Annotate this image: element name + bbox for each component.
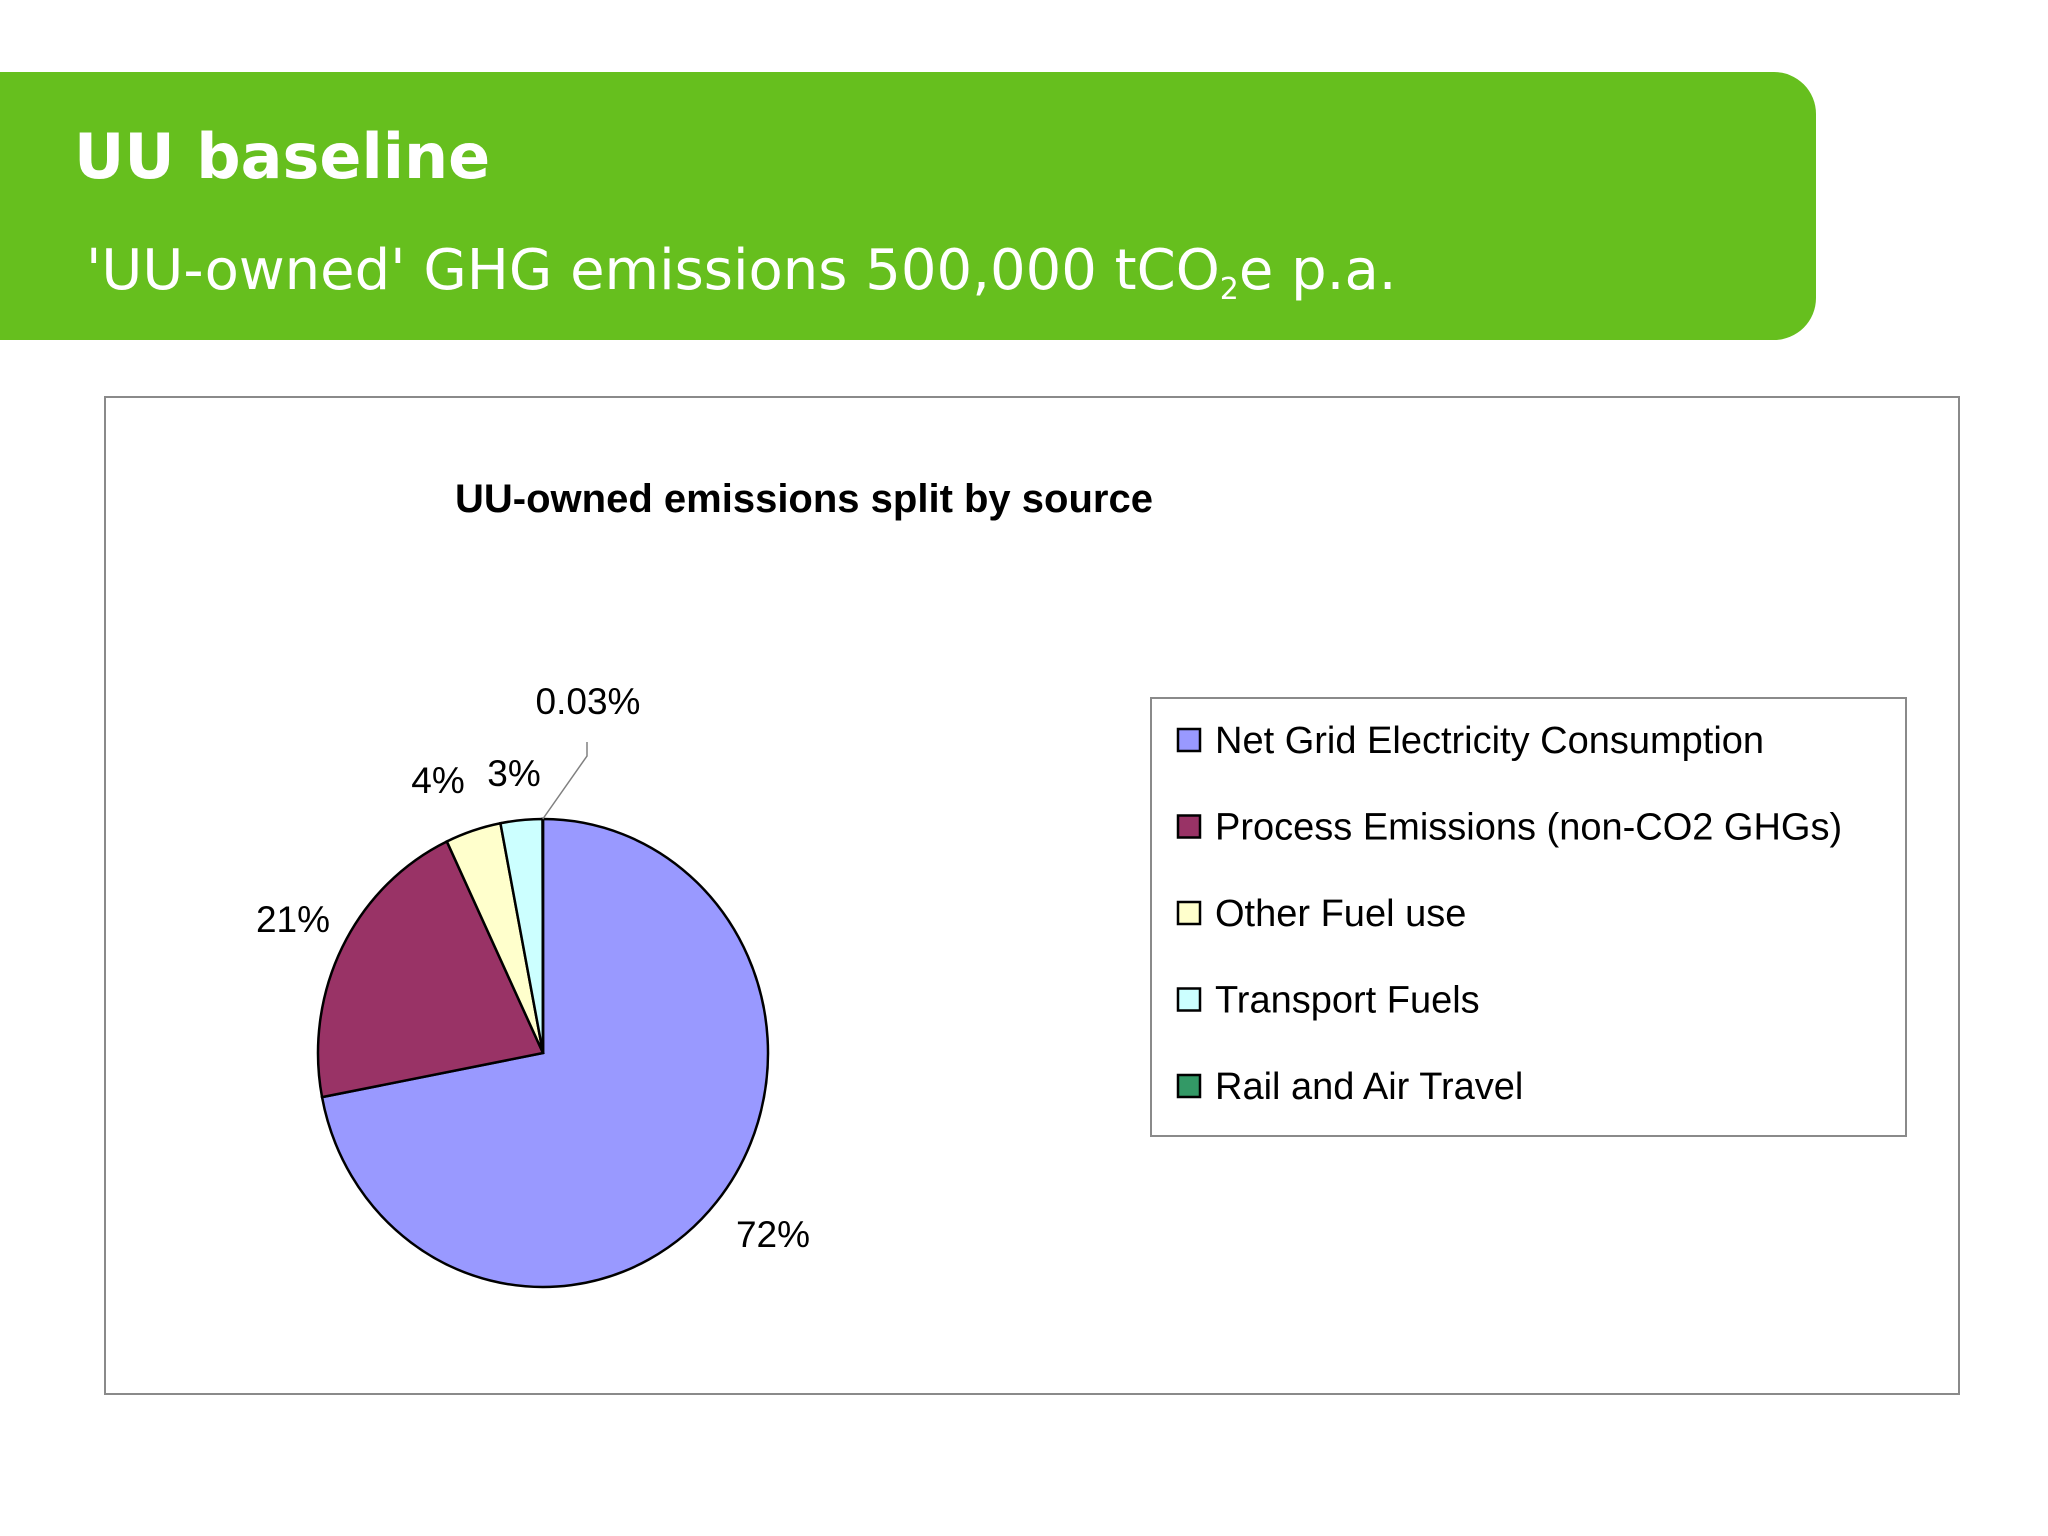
slide-subtitle: 'UU-owned' GHG emissions 500,000 tCO2e p… (86, 243, 1397, 305)
pie-slices (316, 817, 770, 1289)
subtitle-suffix: e p.a. (1238, 238, 1397, 303)
legend-swatch-5 (1176, 1073, 1202, 1099)
leader-line (542, 742, 588, 820)
leader-lines (542, 742, 588, 820)
subtitle-prefix: 'UU-owned' GHG emissions 500,000 tCO (86, 238, 1220, 303)
legend-swatch-1 (1176, 727, 1202, 753)
data-label-2: 21% (256, 899, 330, 940)
legend-box (1150, 697, 1907, 1137)
legend-label-5: Rail and Air Travel (1215, 1066, 1523, 1108)
data-label-4: 3% (487, 753, 540, 794)
legend-swatch-2 (1176, 814, 1202, 839)
legend-label-1: Net Grid Electricity Consumption (1215, 720, 1764, 762)
data-label-1: 72% (736, 1214, 810, 1255)
subtitle-subscript: 2 (1219, 272, 1239, 307)
legend-label-4: Transport Fuels (1215, 980, 1480, 1022)
chart-title: UU-owned emissions split by source (455, 477, 1153, 521)
legend-label-2: Process Emissions (non-CO2 GHGs) (1215, 807, 1842, 849)
legend-swatch-3 (1176, 900, 1202, 926)
slide-title: UU baseline (74, 120, 491, 193)
legend-label-3: Other Fuel use (1215, 893, 1466, 935)
pie-slice-2 (316, 839, 545, 1099)
legend-swatch-4 (1176, 987, 1202, 1012)
title-banner (0, 72, 1816, 340)
legend: Net Grid Electricity Consumption Process … (1176, 720, 1842, 1108)
pie-slice-1 (320, 817, 770, 1289)
data-labels: 72% 21% 4% 3% 0.03% (256, 681, 810, 1255)
data-label-3: 4% (411, 760, 464, 801)
data-label-5: 0.03% (536, 681, 641, 722)
